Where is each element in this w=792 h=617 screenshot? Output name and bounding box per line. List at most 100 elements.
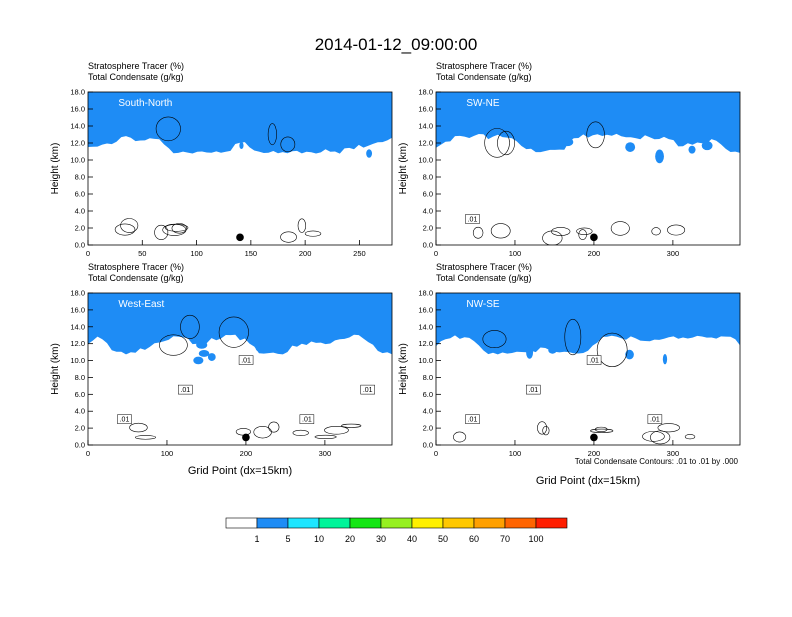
y-tick-label: 16.0: [70, 105, 85, 114]
x-tick-label: 200: [240, 449, 253, 458]
x-axis-title-right: Grid Point (dx=15km): [536, 475, 640, 487]
colorbar: 1 5 10 20 30 40 50 60 70 100: [225, 517, 568, 544]
condensate-contour: [657, 423, 680, 433]
y-tick-label: 8.0: [75, 373, 85, 382]
tracer-patch: [561, 137, 574, 147]
condensate-contour: [596, 332, 628, 367]
y-tick-label: 14.0: [418, 322, 433, 331]
y-tick-label: 12.0: [70, 139, 85, 148]
y-tick-label: 6.0: [423, 190, 433, 199]
y-tick-label: 0.0: [423, 241, 433, 250]
x-axis-title-left: Grid Point (dx=15km): [188, 465, 292, 477]
plot-frame: [435, 292, 741, 446]
heatmap-field: .01: [436, 92, 740, 245]
tracer-patch: [193, 356, 204, 365]
condensate-contour: [594, 426, 608, 433]
contour-label: .01: [650, 417, 660, 424]
contour-note: Total Condensate Contours: .01 to .01 by…: [575, 457, 739, 466]
condensate-contour: [497, 130, 515, 156]
colorbar-swatch: [442, 517, 475, 529]
tracer-patch: [207, 353, 216, 361]
contour-label: .01: [468, 217, 478, 224]
field-label-tracer: Stratosphere Tracer (%): [88, 61, 184, 71]
condensate-contour: [564, 318, 582, 356]
figure-title: 2014-01-12_09:00:00: [315, 35, 478, 54]
x-tick-label: 300: [319, 449, 332, 458]
condensate-contour: [542, 426, 550, 436]
y-tick-label: 4.0: [75, 207, 85, 216]
condensate-contour: [578, 229, 587, 240]
tracer-band-1: [88, 92, 392, 154]
x-tick-label: 150: [245, 249, 258, 258]
condensate-contour: [542, 230, 563, 245]
y-tick-label: 10.0: [70, 156, 85, 165]
y-tick-label: 2.0: [75, 424, 85, 433]
tracer-patch: [321, 136, 333, 147]
y-axis-title: Height (km): [398, 343, 409, 395]
condensate-contour: [314, 434, 337, 440]
x-tick-label: 100: [509, 249, 522, 258]
field-label-tracer: Stratosphere Tracer (%): [88, 262, 184, 272]
y-tick-label: 8.0: [75, 173, 85, 182]
x-tick-label: 250: [353, 249, 366, 258]
colorbar-label: 20: [345, 534, 355, 544]
condensate-contour: [642, 431, 665, 442]
tracer-patch: [655, 149, 664, 164]
section-title: South-North: [118, 98, 172, 109]
y-tick-label: 16.0: [70, 305, 85, 314]
y-tick-label: 2.0: [423, 424, 433, 433]
x-tick-label: 200: [588, 449, 601, 458]
condensate-contour: [576, 227, 593, 235]
y-tick-label: 4.0: [423, 407, 433, 416]
tracer-patch: [198, 350, 210, 357]
y-tick-label: 18.0: [418, 88, 433, 97]
x-tick-label: 200: [299, 249, 312, 258]
x-tick-label: 50: [138, 249, 146, 258]
field-label-condensate: Total Condensate (g/kg): [88, 273, 184, 283]
colorbar-label: 100: [528, 534, 543, 544]
x-tick-label: 100: [190, 249, 203, 258]
y-tick-label: 6.0: [423, 390, 433, 399]
tracer-patch: [701, 141, 713, 151]
tracer-patch: [239, 141, 244, 150]
location-marker: [236, 233, 244, 242]
condensate-contour: [304, 230, 322, 237]
field-label-condensate: Total Condensate (g/kg): [436, 273, 532, 283]
condensate-contour: [114, 223, 136, 236]
colorbar-swatch: [256, 517, 289, 529]
y-tick-label: 8.0: [423, 173, 433, 182]
tracer-patch: [625, 142, 636, 152]
x-tick-label: 0: [434, 249, 438, 258]
y-tick-label: 0.0: [75, 241, 85, 250]
y-tick-label: 6.0: [75, 190, 85, 199]
field-label-condensate: Total Condensate (g/kg): [436, 72, 532, 82]
tracer-patch: [526, 345, 534, 359]
tracer-patch: [662, 353, 668, 365]
condensate-contour: [180, 314, 200, 339]
tracer-band-1: [436, 293, 740, 355]
colorbar-swatch: [473, 517, 506, 529]
x-tick-label: 0: [86, 449, 90, 458]
y-tick-label: 10.0: [418, 356, 433, 365]
condensate-contour: [484, 128, 510, 158]
section-title: NW-SE: [466, 299, 499, 310]
condensate-contour: [610, 221, 630, 236]
y-tick-label: 0.0: [75, 441, 85, 450]
panel-4: Stratosphere Tracer (%)Total Condensate …: [398, 262, 741, 458]
field-label-condensate: Total Condensate (g/kg): [88, 72, 184, 82]
y-axis-title: Height (km): [50, 343, 61, 395]
condensate-contour: [586, 121, 605, 149]
x-tick-label: 0: [434, 449, 438, 458]
contour-label: .01: [468, 417, 478, 424]
colorbar-label: 70: [500, 534, 510, 544]
condensate-contour: [341, 423, 362, 428]
y-tick-label: 16.0: [418, 105, 433, 114]
condensate-contour: [171, 223, 187, 234]
y-tick-label: 10.0: [418, 156, 433, 165]
y-tick-label: 10.0: [70, 356, 85, 365]
x-tick-label: 100: [509, 449, 522, 458]
plot-frame: [87, 91, 393, 246]
y-tick-label: 16.0: [418, 305, 433, 314]
heatmap-field: .01 .01 .01 .01: [436, 293, 740, 445]
condensate-contour: [155, 116, 181, 142]
